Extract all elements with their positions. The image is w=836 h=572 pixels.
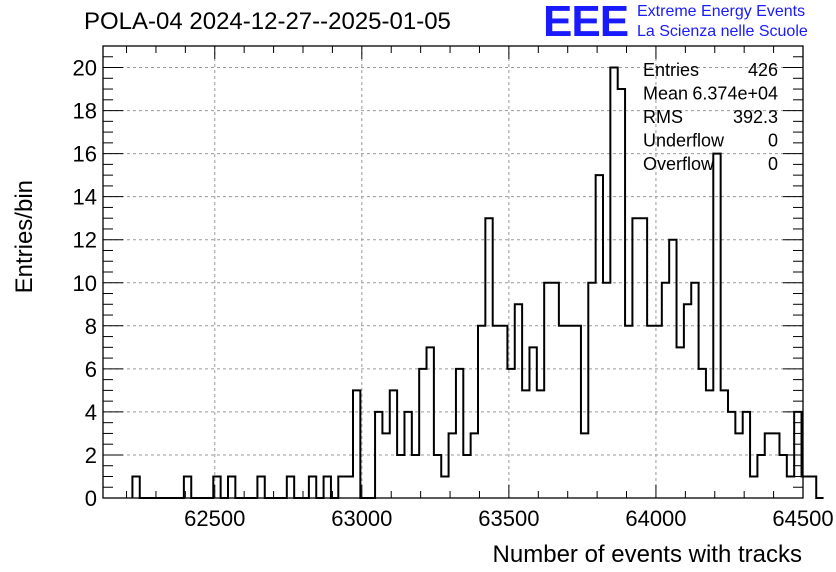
ticks-layer [103, 45, 804, 499]
y-tick-label: 4 [85, 400, 97, 425]
stats-box: Entries 426 Mean 6.374e+04 RMS 392.3 Underflow… [643, 60, 778, 174]
y-tick-label: 6 [85, 357, 97, 382]
y-tick-label: 16 [73, 142, 97, 167]
histogram-line [131, 66, 824, 499]
x-tick-label: 62500 [184, 506, 245, 531]
y-tick-label: 8 [85, 314, 97, 339]
logo-subtitle-line2: La Scienza nelle Scuole [637, 23, 808, 40]
y-tick-label: 14 [73, 185, 97, 210]
grid-layer [103, 46, 804, 499]
stat-value: 0 [768, 154, 778, 174]
y-tick-label: 0 [85, 486, 97, 511]
eee-logo: EEE [543, 0, 629, 46]
stat-label: Overflow [643, 154, 715, 174]
y-axis-label: Entries/bin [11, 180, 38, 293]
y-tick-label: 12 [73, 228, 97, 253]
plot-frame [102, 45, 804, 499]
stat-value: 6.374e+04 [692, 84, 778, 104]
stat-label: Mean [643, 84, 688, 104]
stat-label: Entries [643, 60, 699, 80]
chart-title: POLA-04 2024-12-27--2025-01-05 [84, 8, 451, 35]
x-tick-label: 64000 [625, 506, 686, 531]
x-tick-label: 63500 [478, 506, 539, 531]
tick-labels-layer: 62500 63000 63500 64000 64500 0 2 4 6 8 10 12 14 16 18… [73, 56, 834, 531]
stat-value: 426 [748, 60, 778, 80]
stat-value: 392.3 [733, 107, 778, 127]
stat-label: RMS [643, 107, 683, 127]
stat-value: 0 [768, 131, 778, 151]
x-tick-label: 64500 [772, 506, 833, 531]
x-axis-label: Number of events with tracks [493, 541, 802, 568]
y-tick-label: 20 [73, 56, 97, 81]
logo-subtitle-line1: Extreme Energy Events [637, 3, 806, 20]
x-tick-label: 63000 [331, 506, 392, 531]
stat-label: Underflow [643, 131, 725, 151]
y-tick-label: 10 [73, 271, 97, 296]
y-tick-label: 2 [85, 443, 97, 468]
y-tick-label: 18 [73, 99, 97, 124]
